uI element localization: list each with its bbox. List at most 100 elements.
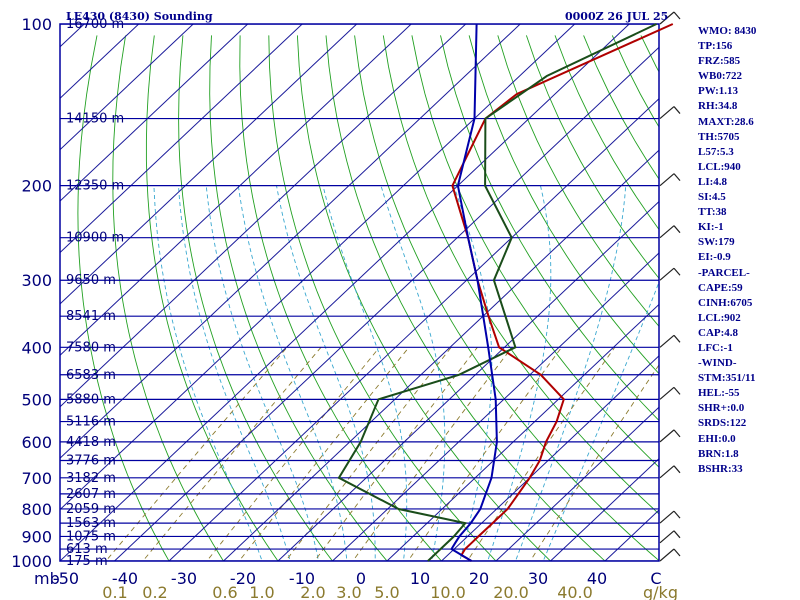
moist-adiabat (542, 281, 659, 561)
index-line: WB0:722 (698, 70, 742, 83)
index-line: CAPE:59 (698, 281, 743, 294)
isotherm-line (60, 24, 358, 305)
mixing-ratio-tick-labels: 0.1 0.2 0.6 1.0 2.0 3.0 5.0 10.0 20.0 40.0 (102, 583, 593, 600)
index-line: -PARCEL- (698, 266, 750, 279)
mixing-ratio-line (314, 347, 478, 561)
isotherm-line (114, 46, 659, 561)
index-line: LI:4.8 (698, 175, 728, 188)
height-label: 7580 m (66, 340, 116, 355)
isotherm-line (386, 303, 659, 561)
height-label: 5116 m (66, 415, 116, 430)
mixing-ratio-tick-label: 10.0 (430, 583, 466, 600)
index-line: BRN:1.8 (698, 447, 739, 460)
dry-adiabats (77, 35, 659, 561)
mixing-ratio-tick-label: 2.0 (300, 583, 325, 600)
dry-adiabat (77, 35, 170, 561)
dry-adiabat (325, 35, 606, 561)
wind-barb (659, 429, 675, 443)
dewpoint-profile (337, 23, 657, 562)
isotherm-line (60, 24, 467, 408)
index-line: L57:5.3 (698, 145, 734, 158)
wind-barb (673, 530, 681, 539)
wind-barb (659, 465, 675, 479)
height-label: 1075 m (66, 529, 116, 544)
stability-indices-panel: WMO: 8430 TP:156 FRZ:585 WB0:722 PW:1.13 RH:3… (698, 24, 800, 477)
wind-barb (673, 510, 681, 519)
index-line: HEL:-55 (698, 387, 740, 400)
index-line: LFC:-1 (698, 341, 733, 354)
height-label: 9650 m (66, 273, 116, 288)
temperature-tick-label: 20 (469, 569, 489, 588)
mixing-ratio-line (285, 347, 452, 561)
index-line: LCL:940 (698, 160, 741, 173)
wind-barb (673, 334, 681, 343)
parcel-path (450, 23, 498, 562)
moist-adiabat (237, 185, 348, 561)
pressure-tick-label: 900 (21, 527, 52, 546)
isobars (60, 24, 659, 561)
height-label: 1563 m (66, 516, 116, 531)
pressure-tick-label: 400 (21, 338, 52, 357)
isotherm-line (223, 149, 659, 561)
moist-adiabat (453, 185, 493, 561)
height-label: 2607 m (66, 487, 116, 502)
temperature-tick-label: 10 (410, 569, 430, 588)
isotherm-line (60, 24, 303, 254)
height-label: 6583 m (66, 368, 116, 383)
index-line: WMO: 8430 (698, 25, 757, 37)
index-line: SI:4.5 (698, 191, 726, 204)
mixing-ratio-tick-label: 0.1 (102, 583, 127, 600)
height-label: 8541 m (66, 309, 116, 324)
wind-barb (659, 11, 675, 25)
wind-barbs (659, 11, 681, 562)
isotherm-line (168, 98, 659, 561)
index-line: RH:34.8 (698, 100, 738, 113)
dry-adiabat (411, 35, 659, 468)
wind-barb (659, 386, 675, 400)
mixing-ratio-tick-label: 40.0 (557, 583, 593, 600)
pressure-tick-label: 500 (21, 390, 52, 409)
dry-adiabat (525, 35, 659, 280)
profile-lines (337, 23, 674, 562)
wind-barb (673, 429, 681, 438)
mixing-ratio-unit-label: g/kg (643, 583, 678, 600)
index-line: CINH:6705 (698, 296, 753, 309)
temperature-tick-label: -50 (53, 569, 79, 588)
wind-barb (659, 548, 675, 562)
pressure-unit-label: mb (34, 569, 60, 588)
height-label: 175 m (66, 554, 108, 569)
height-labels: 16700 m 14150 m 12350 m 10900 m 9650 m 8541 m… (66, 17, 124, 569)
moist-adiabat (276, 185, 376, 561)
height-label: 4418 m (66, 435, 116, 450)
height-label: 613 m (66, 542, 108, 557)
height-label: 3182 m (66, 471, 116, 486)
wind-barb (659, 530, 675, 544)
moist-adiabat (380, 185, 446, 561)
temperature-tick-label: C (650, 569, 661, 588)
temperature-tick-label: -40 (112, 569, 138, 588)
dry-adiabat (112, 35, 224, 561)
mixing-ratio-tick-label: 0.6 (212, 583, 237, 600)
mixing-ratio-line (529, 364, 659, 561)
mixing-ratio-line (238, 347, 410, 561)
mixing-ratio-tick-label: 5.0 (374, 583, 399, 600)
dry-adiabat (468, 35, 659, 375)
wind-barb (659, 225, 675, 239)
index-line: EHI:0.0 (698, 432, 736, 445)
wind-barb (659, 334, 675, 348)
height-label: 16700 m (66, 17, 124, 32)
height-label: 10900 m (66, 231, 124, 246)
index-line: TT:38 (698, 206, 727, 219)
moist-adiabat (153, 185, 263, 561)
wind-barb (673, 106, 681, 114)
mixing-ratio-line (407, 347, 562, 561)
wind-barb (659, 267, 675, 281)
dry-adiabat (440, 35, 659, 422)
dry-adiabat (497, 35, 659, 327)
dry-adiabat (296, 35, 552, 561)
index-line: FRZ:585 (698, 55, 741, 68)
wind-barb (673, 548, 681, 557)
mixing-ratio-tick-label: 3.0 (336, 583, 361, 600)
wind-barb (673, 267, 681, 276)
temperature-tick-label: -10 (289, 569, 315, 588)
